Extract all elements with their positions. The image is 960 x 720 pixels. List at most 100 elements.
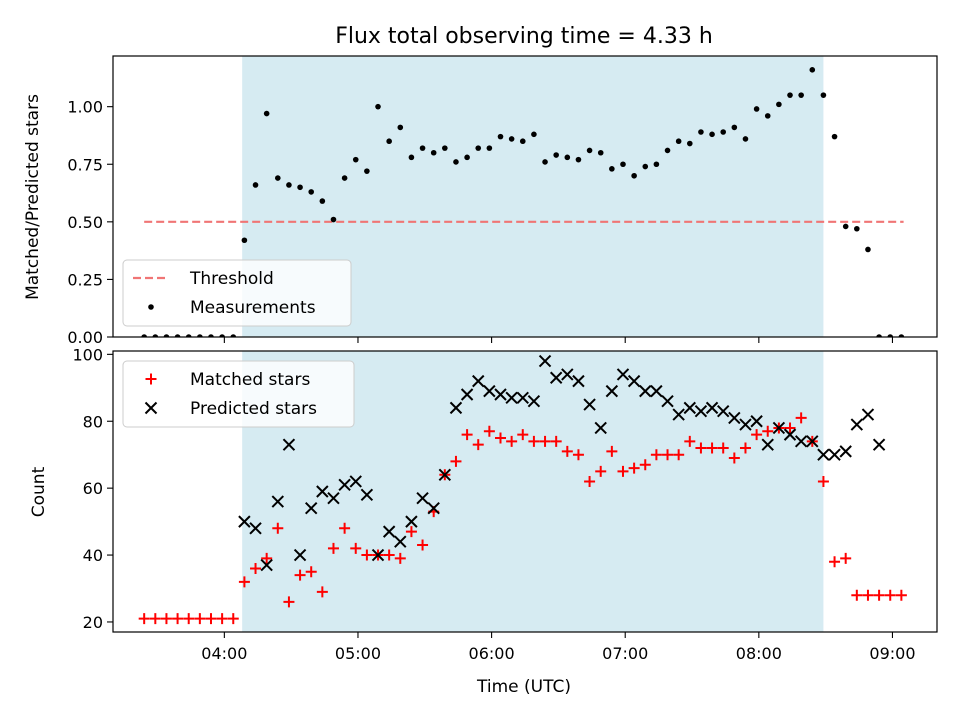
predicted-stars-point	[316, 485, 329, 498]
matched-stars-point	[316, 586, 328, 598]
matched-stars-point	[261, 552, 273, 564]
matched-stars-point	[250, 562, 262, 574]
matched-stars-point	[172, 613, 184, 625]
matched-stars-point	[183, 613, 195, 625]
predicted-stars-point	[382, 525, 396, 538]
predicted-stars-point	[371, 548, 385, 562]
measurement-point	[241, 237, 248, 244]
predicted-stars-point	[304, 502, 318, 515]
measurement-point	[519, 138, 526, 145]
matched-stars-point	[305, 566, 317, 578]
matched-stars-point	[706, 442, 718, 454]
measurement-point	[475, 145, 482, 151]
matched-stars-point	[650, 449, 662, 461]
matched-stars-point	[283, 596, 295, 608]
predicted-stars-point	[293, 548, 307, 562]
measurement-point	[742, 136, 749, 142]
top-legend-box	[122, 259, 352, 327]
matched-stars-point	[584, 475, 596, 487]
matched-stars-point	[383, 549, 395, 561]
matched-stars-point	[495, 432, 507, 444]
matched-stars-point	[617, 465, 629, 477]
predicted-stars-point	[483, 384, 496, 398]
measurement-point	[698, 129, 704, 135]
predicted-stars-point	[271, 495, 285, 508]
matched-stars-point	[539, 435, 551, 447]
matched-stars-point	[272, 522, 284, 534]
matched-stars-point	[216, 613, 228, 625]
matched-stars-point	[405, 526, 417, 538]
predicted-stars-point	[806, 435, 819, 448]
measurement-point	[653, 161, 660, 168]
measurement-point	[319, 198, 326, 204]
matched-stars-point	[506, 435, 518, 447]
predicted-stars-point	[583, 398, 596, 411]
matched-stars-point	[160, 613, 172, 625]
measurement-point	[764, 113, 771, 119]
predicted-stars-point	[360, 488, 374, 502]
predicted-stars-point	[716, 405, 730, 418]
matched-stars-point	[472, 439, 484, 451]
bottom-legend-box	[122, 360, 355, 428]
measurement-point	[364, 168, 370, 174]
matched-stars-point	[149, 613, 161, 625]
measurement-point	[252, 182, 259, 188]
measurement-point	[675, 138, 682, 145]
predicted-stars-point	[672, 408, 685, 421]
measurement-point	[141, 334, 147, 337]
predicted-stars-point	[527, 394, 541, 408]
measurement-point	[430, 149, 437, 156]
measurement-point	[308, 189, 315, 195]
matched-stars-point	[762, 425, 774, 437]
predicted-stars-point	[249, 522, 262, 535]
matched-stars-point	[673, 449, 685, 461]
top-y-axis-label: Matched/Predicted stars	[23, 94, 43, 300]
predicted-stars-point	[472, 374, 485, 388]
measurement-point	[854, 225, 860, 232]
measurement-point	[531, 131, 537, 138]
predicted-stars-point	[572, 374, 585, 388]
measurement-point	[152, 334, 159, 337]
bottom-y-axis-label: Count	[29, 466, 49, 517]
measurement-point	[497, 133, 504, 140]
measurement-point	[787, 92, 793, 98]
predicted-stars-point	[594, 421, 607, 435]
bottom-x-tick-label: 06:00	[469, 644, 515, 663]
predicted-stars-point	[650, 384, 663, 398]
bottom-y-tick-label: 60	[83, 479, 103, 498]
measurement-point	[375, 103, 381, 110]
bottom-x-tick-label: 04:00	[201, 644, 247, 663]
measurement-point	[219, 334, 225, 337]
measurement-point	[642, 163, 649, 170]
legend-label: Predicted stars	[190, 399, 317, 419]
measurement-point	[776, 101, 782, 108]
measurement-point	[586, 147, 593, 154]
predicted-stars-point	[405, 515, 418, 528]
bottom-x-tick-label: 05:00	[335, 644, 381, 663]
measurement-point	[508, 136, 515, 142]
measurement-point	[553, 152, 559, 158]
matched-stars-point	[595, 465, 607, 477]
top-y-tick-label: 0.50	[67, 213, 103, 232]
matched-stars-point	[639, 459, 651, 471]
measurement-point	[687, 140, 693, 147]
predicted-stars-point	[516, 391, 529, 405]
matched-stars-point	[684, 435, 696, 447]
measurement-point	[442, 145, 448, 151]
predicted-stars-point	[794, 435, 808, 448]
predicted-stars-point	[538, 354, 552, 368]
predicted-stars-point	[238, 515, 251, 528]
measurement-point	[408, 154, 415, 161]
predicted-stars-point	[416, 491, 429, 505]
top-y-tick-label: 0.25	[67, 270, 103, 289]
matched-stars-point	[294, 569, 306, 581]
matched-stars-point	[728, 452, 740, 464]
bottom-y-tick-label: 100	[72, 345, 103, 364]
measurement-point	[876, 334, 882, 337]
measurement-point	[542, 159, 548, 165]
matched-stars-point	[606, 445, 618, 457]
bottom-x-tick-label: 07:00	[602, 644, 648, 663]
top-frame	[112, 55, 938, 338]
predicted-stars-point	[327, 491, 340, 505]
matched-stars-point	[862, 589, 874, 601]
